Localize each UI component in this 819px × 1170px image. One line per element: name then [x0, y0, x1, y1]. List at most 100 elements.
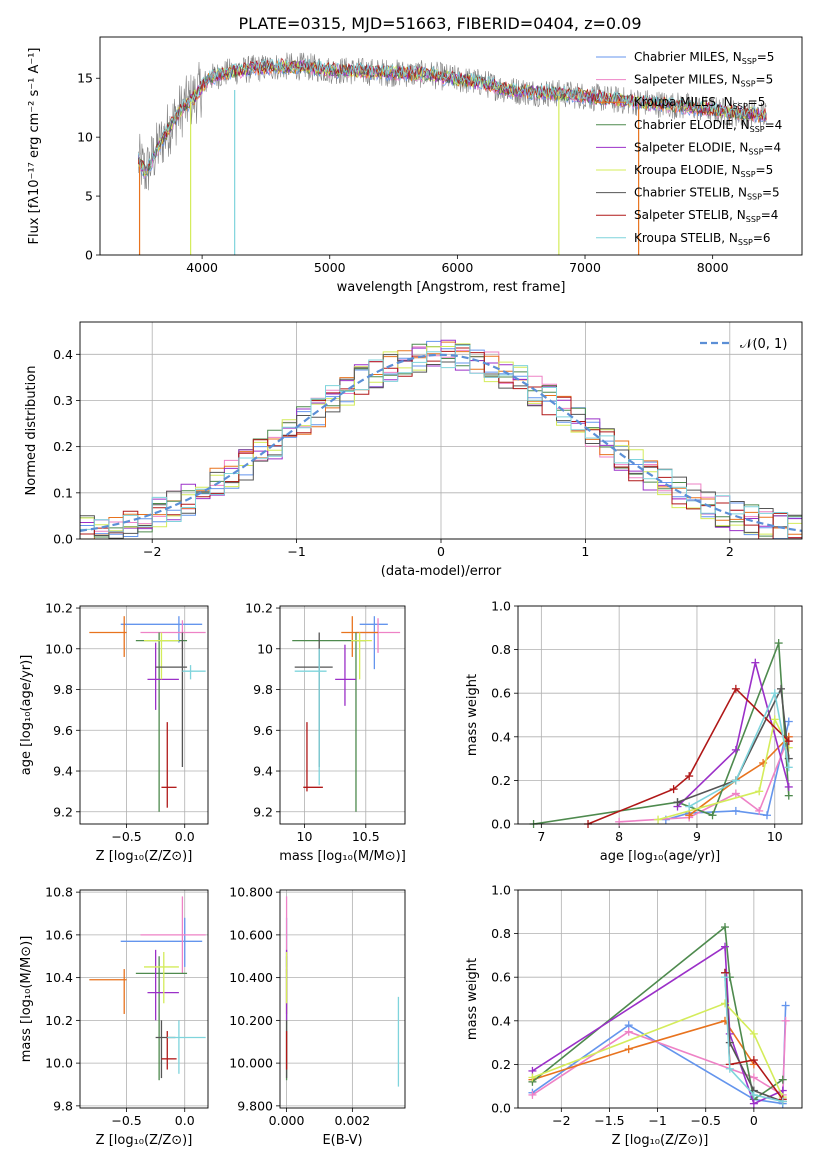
x-axis-label: (data-model)/error — [381, 564, 502, 579]
axes-frame — [517, 889, 803, 1109]
x-tick-label: 0.0 — [175, 829, 195, 844]
x-tick-label: 0.0 — [175, 1113, 195, 1128]
y-tick-label: 0.6 — [491, 686, 511, 701]
y-tick-label: 9.6 — [53, 723, 73, 738]
y-tick-label: 10.600 — [229, 927, 273, 942]
legend-label: Kroupa STELIB, NSSP=6 — [634, 231, 771, 247]
y-axis-label: Normed distribution — [24, 366, 39, 496]
axes-frame — [79, 605, 209, 825]
y-tick-label: 10.400 — [229, 970, 273, 985]
y-tick-label: 0.3 — [53, 393, 73, 408]
y-tick-label: 0.6 — [491, 970, 511, 985]
x-axis-label: Z [log₁₀(Z/Z⊙)] — [612, 1133, 709, 1148]
legend-label: 𝒩(0, 1) — [740, 337, 787, 352]
x-tick-label: 8000 — [697, 260, 729, 275]
weight-line-KroupaMILES — [688, 736, 790, 816]
y-tick-label: 0.8 — [491, 926, 511, 941]
y-tick-label: 9.8 — [253, 682, 273, 697]
x-tick-label: −1 — [287, 544, 305, 559]
y-axis-label: mass weight — [465, 958, 480, 1040]
x-tick-label: 0.002 — [334, 1113, 370, 1128]
y-tick-label: 0.2 — [491, 773, 511, 788]
weight-line-KroupaMILES — [532, 1019, 755, 1081]
model-line-ChabrierMILES — [137, 61, 767, 180]
y-tick-label: 9.2 — [253, 804, 273, 819]
y-tick-label: 0.2 — [53, 439, 73, 454]
y-tick-label: 5 — [85, 189, 93, 204]
y-tick-label: 0.4 — [53, 347, 73, 362]
y-tick-label: 1.0 — [491, 883, 511, 898]
mw_vs_Z-chart: −2 −1.5 −1 −0.5 0 0.0 0.2 0.4 0.6 0.8 1.0 Z [log₁₀(… — [465, 883, 803, 1148]
age_vs_Z-chart: −0.5 0.0 9.2 9.4 9.6 9.8 10.0 10.2 Z [log₁₀(Z/Z⊙… — [19, 601, 209, 864]
residuals-legend: 𝒩(0, 1) — [700, 337, 787, 352]
x-tick-label: 9 — [693, 829, 701, 844]
y-tick-label: 10.0 — [45, 1056, 73, 1071]
legend-label: Salpeter ELODIE, NSSP=4 — [634, 140, 781, 156]
x-axis-label: E(B-V) — [322, 1133, 362, 1148]
weight-line-SalpeterSTELIB — [587, 687, 790, 824]
y-tick-label: 0.4 — [491, 729, 511, 744]
mw_vs_age-chart: 7 8 9 10 0.0 0.2 0.4 0.6 0.8 1.0 age [log₁₀(age/yr… — [465, 599, 803, 864]
y-axis-label: mass [log₁₀(M/M⊙)] — [19, 936, 34, 1063]
axes-frame — [279, 889, 406, 1109]
axes-frame — [79, 321, 803, 540]
legend-label: Chabrier STELIB, NSSP=5 — [634, 186, 780, 202]
spectrum-legend: Chabrier MILES, NSSP=5 Salpeter MILES, NS… — [596, 50, 782, 247]
y-tick-label: 0.4 — [491, 1013, 511, 1028]
x-axis-label: Z [log₁₀(Z/Z⊙)] — [96, 849, 193, 864]
y-tick-label: 10.4 — [45, 970, 73, 985]
mass_vs_Z-chart: −0.5 0.0 9.8 10.0 10.2 10.4 10.6 10.8 Z [log₁₀(Z… — [19, 885, 209, 1148]
y-tick-label: 10 — [257, 641, 273, 656]
y-tick-label: 10.2 — [45, 1013, 73, 1028]
y-tick-label: 9.6 — [253, 723, 273, 738]
axes-frame — [99, 36, 803, 256]
legend-label: Salpeter STELIB, NSSP=4 — [634, 208, 778, 224]
spectrum-chart: 4000 5000 6000 7000 8000 0 5 10 15 wavelength [An… — [27, 36, 803, 295]
x-tick-label: 8 — [615, 829, 623, 844]
y-tick-label: 10.800 — [229, 885, 273, 900]
residuals-chart: −2 −1 0 1 2 0.0 0.1 0.2 0.3 0.4 (data-model)/error… — [24, 321, 803, 579]
model-line-ChabrierSTELIB — [137, 60, 767, 172]
legend-label: Chabrier ELODIE, NSSP=4 — [634, 118, 782, 134]
x-tick-label: −0.5 — [111, 1113, 141, 1128]
x-tick-label: 0 — [437, 544, 445, 559]
weight-line-KroupaSTELIB — [724, 977, 783, 1103]
weight-line-ChabrierSTELIB — [677, 685, 790, 803]
y-tick-label: 10 — [77, 130, 93, 145]
y-tick-label: 10.8 — [45, 885, 73, 900]
gaussian-curve — [80, 353, 802, 532]
weight-line-KroupaSTELIB — [688, 690, 790, 808]
x-tick-label: 5000 — [314, 260, 346, 275]
x-tick-label: 7 — [537, 829, 545, 844]
y-tick-label: 0.0 — [491, 1101, 511, 1116]
x-tick-label: −2 — [552, 1113, 570, 1128]
y-tick-label: 9.4 — [53, 764, 73, 779]
y-axis-label: mass weight — [465, 674, 480, 756]
y-tick-label: 10.0 — [45, 641, 73, 656]
y-axis-label: Flux [fλ10⁻¹⁷ erg cm⁻² s⁻¹ A⁻¹] — [27, 48, 42, 245]
mass_vs_ebv-chart: 0.000 0.002 9.800 10.000 10.200 10.400 10.600 1… — [229, 885, 406, 1148]
x-tick-label: 0 — [750, 1113, 758, 1128]
y-tick-label: 10.2 — [245, 601, 273, 616]
x-tick-label: −0.5 — [691, 1113, 721, 1128]
x-axis-label: mass [log₁₀(M/M⊙)] — [279, 849, 406, 864]
model-line-KroupaSTELIB — [137, 58, 767, 175]
weight-line-ChabrierELODIE — [533, 642, 790, 824]
x-tick-label: 6000 — [441, 260, 473, 275]
x-tick-label: 2 — [726, 544, 734, 559]
age_vs_mass-chart: 10 10.5 9.2 9.4 9.6 9.8 10 10.2 mass [log₁₀(M/M⊙… — [245, 601, 406, 864]
y-tick-label: 0.8 — [491, 642, 511, 657]
model-line-SalpeterELODIE — [137, 60, 767, 175]
y-tick-label: 9.4 — [253, 764, 273, 779]
weight-line-KroupaELODIE — [532, 1002, 784, 1098]
legend-label: Chabrier MILES, NSSP=5 — [634, 50, 774, 66]
y-tick-label: 10.000 — [229, 1056, 273, 1071]
x-tick-label: 1 — [581, 544, 589, 559]
y-tick-label: 9.2 — [53, 804, 73, 819]
axes-frame — [279, 605, 406, 825]
y-tick-label: 0.0 — [53, 532, 73, 547]
y-tick-label: 10.200 — [229, 1013, 273, 1028]
y-axis-label: age [log₁₀(age/yr)] — [19, 655, 34, 776]
x-axis-label: age [log₁₀(age/yr)] — [600, 849, 721, 864]
